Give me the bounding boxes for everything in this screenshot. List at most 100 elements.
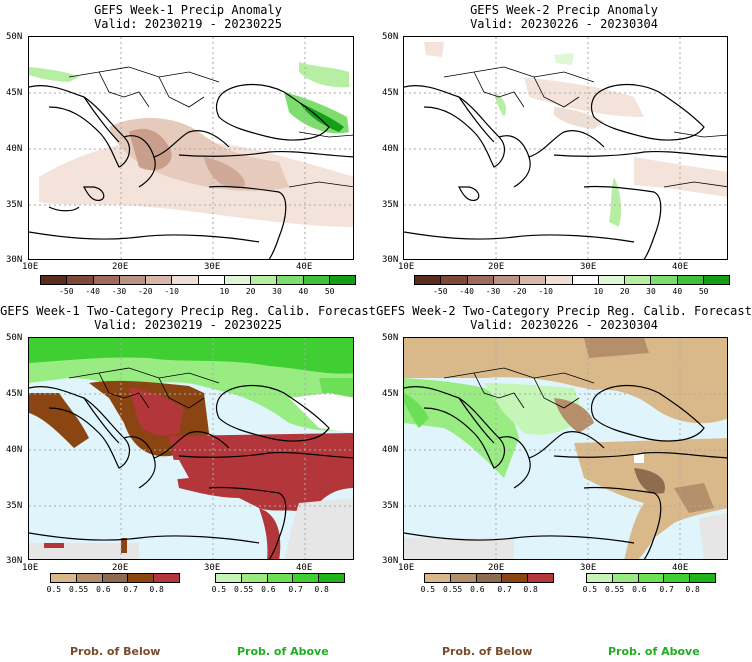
colorbar-swatch [441, 276, 468, 284]
panel-title: GEFS Week-2 Precip Anomaly [470, 3, 658, 17]
colorbar-tick-label: 0.8 [149, 585, 164, 594]
prob-below-label: Prob. of Below [442, 645, 533, 658]
colorbar-swatch [572, 276, 599, 284]
colorbar-swatch [690, 574, 715, 582]
prob-below-label: Prob. of Below [70, 645, 161, 658]
colorbar-swatch [651, 276, 678, 284]
prob-above-label: Prob. of Above [237, 645, 329, 658]
colorbar-swatch [293, 574, 320, 582]
lat-tick: 45N [6, 389, 23, 399]
lat-tick: 35N [6, 501, 23, 511]
lat-tick: 40N [6, 144, 23, 154]
lon-tick: 10E [22, 262, 39, 272]
lat-tick: 50N [6, 333, 23, 343]
colorbar-swatch [102, 574, 129, 582]
colorbar-tick-label: 0.8 [314, 585, 329, 594]
colorbar-swatch [450, 574, 477, 582]
colorbar-tick-label: 0.5 [211, 585, 227, 594]
anomaly-colorbar-labels: -50 -40 -30 -20 -10 10 20 30 40 50 [40, 287, 356, 297]
colorbar-tick-label: -10 [164, 287, 179, 296]
colorbar-tick-label: 0.8 [523, 585, 538, 594]
colorbar-tick-label: 20 [619, 287, 630, 296]
colorbar-swatch [76, 574, 103, 582]
colorbar-tick-label: 0.6 [261, 585, 276, 594]
colorbar-tick-label: 40 [298, 287, 309, 296]
anomaly-colorbar [40, 275, 356, 285]
colorbar-swatch [277, 276, 304, 284]
prob-above-label: Prob. of Above [608, 645, 700, 658]
lon-tick: 30E [580, 262, 597, 272]
lat-tick: 45N [382, 88, 399, 98]
lat-tick: 40N [382, 144, 399, 154]
colorbar-tick-label: 0.55 [442, 585, 463, 594]
panel-week2-probability: GEFS Week-2 Two-Category Precip Reg. Cal… [376, 300, 752, 662]
colorbar-swatch [493, 276, 520, 284]
colorbar-swatch [303, 276, 330, 284]
colorbar-swatch [251, 276, 278, 284]
colorbar-tick-label: -50 [59, 287, 74, 296]
colorbar-tick-label: 0.6 [470, 585, 485, 594]
below-colorbar-labels: 0.5 0.55 0.6 0.7 0.8 [420, 585, 554, 595]
lat-tick: 30N [382, 556, 399, 566]
lat-tick: 30N [382, 255, 399, 265]
colorbar-tick-label: -40 [459, 287, 474, 296]
lon-tick: 40E [672, 262, 689, 272]
lon-tick: 20E [488, 262, 505, 272]
colorbar-swatch [520, 276, 547, 284]
colorbar-swatch [703, 276, 729, 284]
colorbar-tick-label: 50 [698, 287, 709, 296]
colorbar-tick-label: -30 [485, 287, 501, 296]
colorbar-swatch [51, 574, 77, 582]
below-colorbar [424, 573, 554, 583]
colorbar-swatch [216, 574, 242, 582]
colorbar-tick-label: 10 [593, 287, 604, 296]
lon-tick: 40E [672, 563, 689, 573]
panel-title: GEFS Week-1 Two-Category Precip Reg. Cal… [0, 304, 376, 318]
anomaly-colorbar [414, 275, 730, 285]
probability-map [403, 337, 728, 560]
colorbar-tick-label: 0.7 [659, 585, 674, 594]
lon-tick: 30E [204, 262, 221, 272]
panel-week2-anomaly: GEFS Week-2 Precip Anomaly Valid: 202302… [376, 0, 752, 300]
colorbar-swatch [476, 574, 503, 582]
colorbar-tick-label: 0.7 [497, 585, 512, 594]
lon-tick: 10E [22, 563, 39, 573]
colorbar-swatch [502, 574, 529, 582]
colorbar-swatch [267, 574, 294, 582]
colorbar-swatch [93, 276, 120, 284]
panel-valid-date: Valid: 20230226 - 20230304 [470, 17, 658, 31]
panel-title: GEFS Week-1 Precip Anomaly [94, 3, 282, 17]
colorbar-tick-label: -30 [111, 287, 127, 296]
colorbar-tick-label: 30 [646, 287, 656, 296]
colorbar-tick-label: 50 [324, 287, 335, 296]
colorbar-tick-label: 0.55 [233, 585, 254, 594]
lon-tick: 10E [398, 563, 415, 573]
colorbar-swatch [546, 276, 573, 284]
probability-map [28, 337, 354, 560]
colorbar-swatch [224, 276, 251, 284]
colorbar-tick-label: 0.55 [604, 585, 625, 594]
colorbar-swatch [528, 574, 553, 582]
lat-tick: 45N [382, 389, 399, 399]
colorbar-swatch [638, 574, 665, 582]
lat-tick: 50N [382, 333, 399, 343]
colorbar-swatch [612, 574, 639, 582]
colorbar-tick-label: -40 [85, 287, 100, 296]
colorbar-swatch [415, 276, 442, 284]
lat-tick: 50N [382, 32, 399, 42]
colorbar-tick-label: 10 [219, 287, 230, 296]
colorbar-tick-label: -50 [433, 287, 448, 296]
panel-valid-date: Valid: 20230219 - 20230225 [94, 17, 282, 31]
colorbar-tick-label: 0.5 [46, 585, 62, 594]
colorbar-swatch [329, 276, 355, 284]
above-colorbar-labels: 0.5 0.55 0.6 0.7 0.8 [211, 585, 345, 595]
lat-tick: 40N [6, 445, 23, 455]
above-colorbar [586, 573, 716, 583]
colorbar-tick-label: -10 [538, 287, 553, 296]
below-colorbar [50, 573, 180, 583]
lon-tick: 20E [488, 563, 505, 573]
colorbar-swatch [425, 574, 451, 582]
lat-tick: 50N [6, 32, 23, 42]
colorbar-tick-label: -20 [138, 287, 153, 296]
colorbar-tick-label: 0.5 [420, 585, 436, 594]
